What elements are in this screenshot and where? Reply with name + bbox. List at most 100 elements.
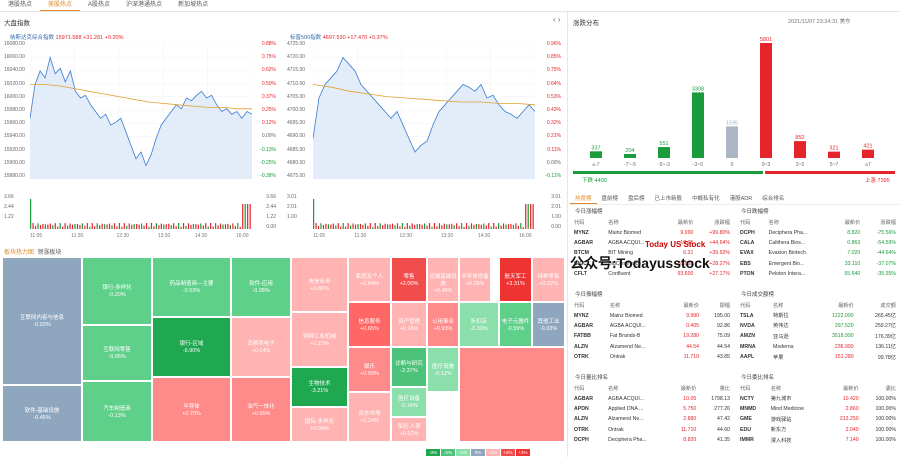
heatmap-cell[interactable]: 航天军工 +3.31% — [499, 257, 532, 302]
table-row[interactable]: AGBAR AGBA ACQUI... 10.05 1798.13 — [572, 393, 732, 403]
heatmap-cell[interactable]: 家庭及个人 +0.64% — [348, 257, 391, 302]
heatmap-cell[interactable]: 国际-多样化 +0.04% — [291, 407, 348, 442]
table-row[interactable]: CALA Calithera Bios... 0.863 -54.59% — [738, 238, 898, 248]
heatmap-cell[interactable]: 半导体设备 +0.26% — [459, 257, 491, 302]
col-header[interactable]: 代码 — [574, 302, 585, 309]
table-row[interactable]: BTCM BIT Mining 6.31 +39.92% — [572, 248, 732, 258]
col-header[interactable]: 名称 — [609, 302, 621, 309]
table-row[interactable]: EDU 新东方 2.040 100.00% — [738, 425, 898, 435]
table-row[interactable]: MYNZ Mainz Biomed 9.990 +99.80% — [572, 227, 732, 237]
heatmap-cell[interactable]: 零售 +2.00% — [391, 257, 427, 302]
heatmap-cell[interactable]: 互联网零售 -0.95% — [82, 325, 152, 381]
heatmap-title[interactable]: 板块热力图 — [4, 250, 35, 256]
col-header[interactable]: 代码 — [574, 385, 585, 392]
col-header[interactable]: 代码 — [740, 302, 751, 309]
table-row[interactable]: AGBAR AGBA ACQUI... 0.405 92.86 — [572, 321, 732, 331]
rank-tab[interactable]: 综合排名 — [762, 196, 785, 202]
heatmap-cell[interactable]: 软件-基础设施 -0.45% — [2, 385, 82, 442]
table-row[interactable]: MNMD Mind Medicine 2.860 100.00% — [738, 404, 898, 414]
table-row[interactable]: PTON Peloton Intera... 55.640 -35.35% — [738, 269, 898, 279]
nasdaq-header[interactable]: 纳斯达克综合指数 15971.588 +31.281 +0.20% — [10, 33, 123, 41]
rank-tab[interactable]: 已上市新股 — [654, 196, 683, 202]
rank-tab[interactable]: 盘后榜 — [628, 196, 645, 202]
tab-sg[interactable]: 新加坡热点 — [178, 2, 209, 8]
heatmap-cell[interactable]: 生物技术 -3.21% — [291, 367, 348, 407]
table-row[interactable]: APDN Applied DNA ... 5.750 277.26 — [572, 404, 732, 414]
table-row[interactable]: EBS Emergent Bio... 33.110 -37.07% — [738, 259, 898, 269]
heatmap-cell[interactable]: 医疗设施 -0.12% — [427, 347, 459, 392]
sp500-header[interactable]: 标普500指数 4697.530 +17.470 +0.37% — [290, 33, 388, 41]
heatmap-cell[interactable]: 电信业务 +0.86% — [291, 257, 348, 312]
table-row[interactable]: DCPH Deciphera Pha... 8.820 41.35 — [572, 435, 732, 445]
col-header[interactable]: 最新价 — [838, 302, 854, 309]
tab-us[interactable]: 美股热点 — [40, 0, 81, 11]
tab-a[interactable]: A股热点 — [88, 2, 111, 8]
col-header[interactable]: 最新价 — [680, 385, 697, 392]
rank-tab[interactable]: 热度榜 — [570, 195, 597, 204]
heatmap-cell[interactable]: 公用事业 +0.93% — [427, 302, 459, 347]
heatmap-cell[interactable]: 折扣店 -0.33% — [459, 302, 499, 347]
table-row[interactable]: NCTY 第九城市 10.420 100.00% — [738, 393, 898, 403]
heatmap-cell[interactable]: 油气一体化 +0.95% — [231, 377, 291, 442]
table-row[interactable]: NVDA 英伟达 297.520 259.27亿 — [738, 321, 898, 331]
table-row[interactable]: GME 游戏驿站 213.250 100.00% — [738, 414, 898, 424]
heatmap-cell[interactable]: 运输基础设施 +0.46% — [427, 257, 459, 302]
table-row[interactable]: CFLT Confluent 93.600 +27.17% — [572, 269, 732, 279]
table-row[interactable]: OTRK Ontrak 11.710 43.85 — [572, 352, 732, 362]
heatmap-cell[interactable]: 诊断与研究 -2.37% — [391, 347, 427, 387]
col-header[interactable]: 代码 — [740, 219, 751, 226]
heatmap-cell[interactable]: 信息服务 +0.65% — [348, 302, 391, 347]
table-row[interactable]: ALZN Alzamend Ne... 44.54 44.54 — [572, 342, 732, 352]
heatmap-sub[interactable]: 领涨板块 — [37, 250, 62, 256]
table-row[interactable]: ALZN Alzamend Ne... 2.880 47.42 — [572, 414, 732, 424]
heatmap-cell[interactable]: 资产管理 +0.18% — [391, 302, 427, 347]
sp500-chart[interactable] — [313, 44, 535, 234]
rank-tab[interactable]: 中概私有化 — [692, 196, 720, 202]
tab-hk[interactable]: 港股热点 — [8, 2, 33, 8]
heatmap-cell[interactable]: 互联网内容与信息 -0.03% — [2, 257, 82, 385]
table-row[interactable]: TSLA 特斯拉 1222.090 265.45亿 — [738, 310, 898, 320]
table-row[interactable]: AGBAR AGBA ACQUI... 10.05 +44.64% — [572, 238, 732, 248]
table-row[interactable]: OTRK Ontrak 11.710 44.60 — [572, 425, 732, 435]
col-header[interactable]: 名称 — [768, 219, 779, 226]
col-header[interactable]: 量比 — [719, 385, 730, 392]
table-row[interactable]: EVAX Evaxion Biotech 7.020 -44.64% — [738, 248, 898, 258]
heatmap-cell[interactable]: 特种工业机械 +0.22% — [291, 312, 348, 367]
col-header[interactable]: 名称 — [608, 219, 619, 226]
nasdaq-chart[interactable] — [30, 44, 252, 234]
heatmap-cell[interactable]: 汽车制造商 -0.13% — [82, 381, 152, 442]
table-row[interactable]: BIGC BigCommerce 58.810 +28.27% — [572, 259, 732, 269]
table-row[interactable]: DCPH Deciphera Pha... 8.820 -75.56% — [738, 227, 898, 237]
col-header[interactable]: 委比 — [885, 385, 896, 392]
heatmap-cell[interactable]: 软件-应用 -0.28% — [231, 257, 291, 317]
heatmap-cell-minor[interactable] — [459, 347, 565, 442]
col-header[interactable]: 涨跌幅 — [880, 219, 896, 226]
heatmap-cell[interactable]: 娱乐 +0.99% — [348, 347, 391, 392]
heatmap-cell[interactable]: 半导体 +0.70% — [152, 377, 231, 442]
heatmap-cell[interactable]: 特种零售 +0.22% — [532, 257, 565, 302]
heatmap-cell[interactable]: 其他工业 -0.03% — [532, 302, 565, 347]
table-row[interactable]: IMMR 漫入科技 7.140 100.00% — [738, 435, 898, 445]
table-row[interactable]: AMZN 亚马逊 3518.990 176.39亿 — [738, 331, 898, 341]
tab-connect[interactable]: 沪深港通热点 — [126, 2, 163, 8]
table-row[interactable]: AAPL 苹果 151.280 99.78亿 — [738, 352, 898, 362]
rank-tab[interactable]: 盘前榜 — [601, 196, 619, 202]
heatmap-cell[interactable]: 电子元器件 -0.59% — [499, 302, 532, 347]
col-header[interactable]: 代码 — [574, 219, 585, 226]
heatmap-cell[interactable]: 药品制造商—主要 -0.53% — [152, 257, 231, 317]
table-row[interactable]: MRNA Moderna 236.990 136.11亿 — [738, 342, 898, 352]
heatmap-cell[interactable]: 银行-多样化 -0.20% — [82, 257, 152, 325]
table-row[interactable]: FATBB Fat Brands-B 19.280 75.09 — [572, 331, 732, 341]
col-header[interactable]: 名称 — [773, 302, 784, 309]
heatmap-cell[interactable]: 银行-区域 -6.90% — [152, 317, 231, 377]
col-header[interactable]: 涨跌幅 — [714, 219, 730, 226]
col-header[interactable]: 最新价 — [677, 219, 694, 226]
col-header[interactable]: 最新价 — [843, 385, 859, 392]
table-row[interactable]: MYNZ Mainz Biomed 9.990 195.00 — [572, 310, 732, 320]
col-header[interactable]: 最新价 — [683, 302, 700, 309]
rank-tab[interactable]: 港股ADR — [729, 196, 753, 202]
col-header[interactable]: 名称 — [770, 385, 782, 392]
heatmap-cell[interactable]: 保险-人寿 +0.52% — [391, 417, 427, 442]
col-header[interactable]: 代码 — [740, 385, 751, 392]
prev-next-arrows[interactable]: ‹ › — [553, 15, 561, 24]
